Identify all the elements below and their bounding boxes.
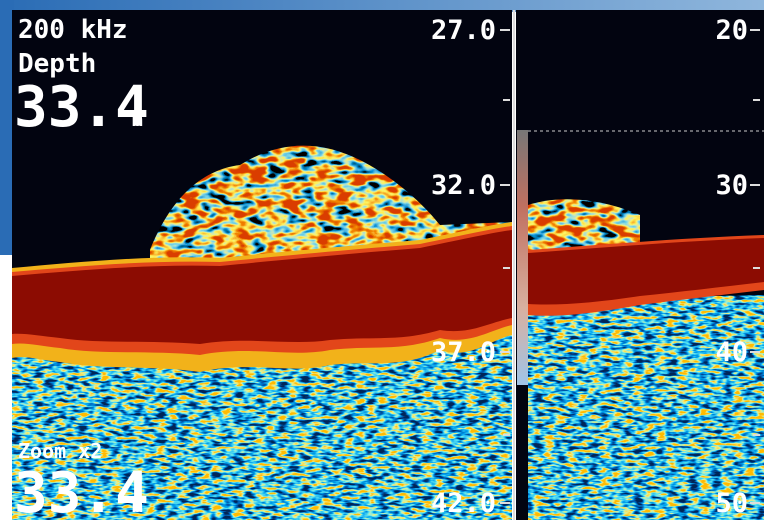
- scale-label: 20: [715, 15, 748, 46]
- range-clutter: [528, 295, 764, 520]
- scale-label: 30: [715, 170, 748, 201]
- scale-label: 27.0: [431, 15, 496, 46]
- scale-label: 40: [715, 337, 748, 368]
- zoom-label: Zoom x2: [18, 439, 102, 463]
- page: 200 kHz Depth 33.4 m Zoom x2 33.4 m 27.0…: [0, 0, 764, 520]
- scale-label: 50: [715, 488, 748, 519]
- scale-label: 42.0: [431, 488, 496, 519]
- zoom-depth-value: 33.4: [14, 461, 149, 520]
- zoom-depth-unit: m: [132, 496, 143, 517]
- scale-label: 32.0: [431, 170, 496, 201]
- scale-label: 37.0: [431, 337, 496, 368]
- depth-unit: m: [132, 110, 143, 131]
- frame-left: [0, 0, 14, 255]
- sonar-screen: 200 kHz Depth 33.4 m Zoom x2 33.4 m 27.0…: [0, 0, 764, 520]
- zoom-window-bar: [517, 130, 528, 385]
- depth-value: 33.4: [14, 75, 149, 140]
- frequency: 200 kHz: [18, 15, 128, 45]
